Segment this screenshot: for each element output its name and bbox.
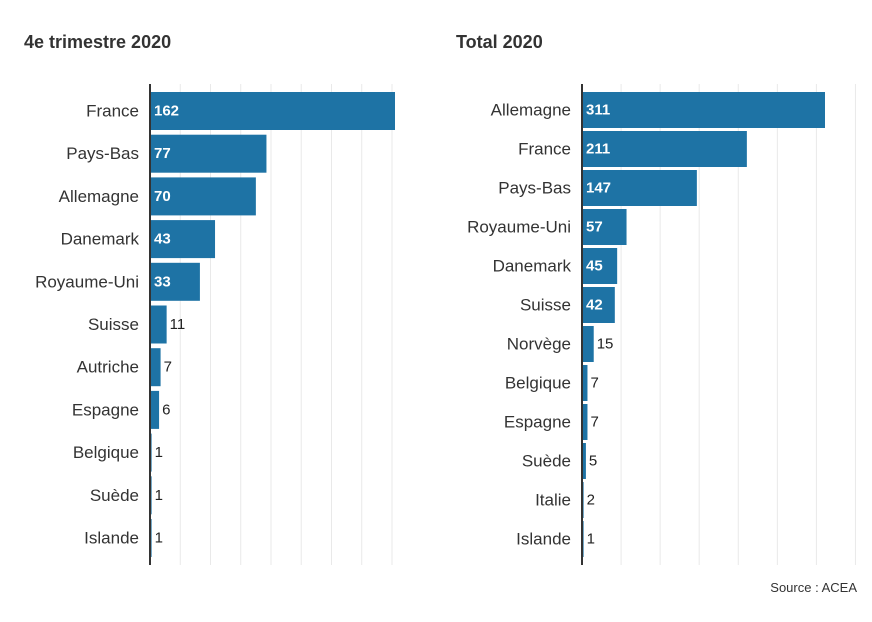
category-label: Royaume-Uni — [467, 218, 571, 237]
bar-allemagne — [582, 92, 825, 128]
data-label: 7 — [164, 359, 172, 376]
category-label: France — [518, 140, 571, 159]
source-note: Source : ACEA — [770, 580, 857, 595]
category-label: Autriche — [77, 358, 139, 377]
chart-title-q4: 4e trimestre 2020 — [24, 32, 171, 52]
chart-total-2020: Allemagne 311 France 211 Pays-Bas 147 Royaume-… — [467, 84, 856, 565]
bar-france — [582, 131, 747, 167]
data-label: 42 — [586, 297, 603, 314]
data-label: 1 — [155, 530, 163, 547]
data-label: 211 — [586, 141, 610, 158]
category-label: Suisse — [520, 296, 571, 315]
data-label: 5 — [589, 453, 597, 470]
data-label: 45 — [586, 258, 603, 275]
category-label: Espagne — [504, 413, 571, 432]
bar-suisse — [582, 287, 615, 323]
bar-suede — [582, 443, 586, 479]
data-label: 57 — [586, 219, 603, 236]
category-label: Suisse — [88, 315, 139, 334]
data-label: 7 — [590, 414, 598, 431]
category-label: Suède — [90, 486, 139, 505]
data-label: 162 — [154, 103, 179, 120]
category-label: Norvège — [507, 335, 571, 354]
bar-royaume-uni — [582, 209, 627, 245]
data-label: 70 — [154, 188, 171, 205]
category-label: Espagne — [72, 400, 139, 419]
bar-espagne — [582, 404, 588, 440]
category-label: Italie — [535, 491, 571, 510]
category-label: Royaume-Uni — [35, 272, 139, 291]
bar-france — [150, 92, 395, 130]
data-label: 43 — [154, 231, 171, 248]
category-label: Belgique — [505, 374, 571, 393]
data-label: 11 — [170, 316, 186, 333]
data-label: 1 — [155, 487, 163, 504]
bar-belgique — [582, 365, 588, 401]
category-label: Pays-Bas — [498, 179, 571, 198]
category-label: Allemagne — [59, 187, 139, 206]
category-label: Islande — [84, 529, 139, 548]
category-label: France — [86, 102, 139, 121]
category-label: Pays-Bas — [66, 144, 139, 163]
data-label: 1 — [587, 531, 595, 548]
bar-suisse — [150, 305, 167, 344]
bar-danemark — [150, 220, 216, 259]
bar-espagne — [150, 390, 160, 429]
category-label: Danemark — [493, 257, 572, 276]
chart-title-total: Total 2020 — [456, 32, 543, 52]
category-label: Suède — [522, 452, 571, 471]
bar-allemagne — [150, 177, 256, 216]
bar-danemark — [582, 248, 618, 284]
bar-pays-bas — [150, 134, 267, 173]
bar-pays-bas — [582, 170, 697, 206]
data-label: 1 — [155, 444, 163, 461]
data-label: 33 — [154, 273, 171, 290]
bar-royaume-uni — [150, 262, 200, 301]
data-label: 2 — [587, 492, 595, 509]
bar-norvege — [582, 326, 594, 362]
data-label: 311 — [586, 102, 610, 119]
data-label: 147 — [586, 180, 611, 197]
category-label: Islande — [516, 530, 571, 549]
category-label: Allemagne — [491, 101, 571, 120]
bar-autriche — [150, 348, 161, 387]
data-label: 6 — [162, 401, 170, 418]
data-label: 7 — [590, 375, 598, 392]
category-label: Belgique — [73, 443, 139, 462]
data-label: 15 — [597, 336, 614, 353]
data-label: 77 — [154, 145, 171, 162]
chart-q4-2020: France 162 Pays-Bas 77 Allemagne 70 Danemark 43… — [35, 84, 395, 565]
category-label: Danemark — [61, 230, 140, 249]
